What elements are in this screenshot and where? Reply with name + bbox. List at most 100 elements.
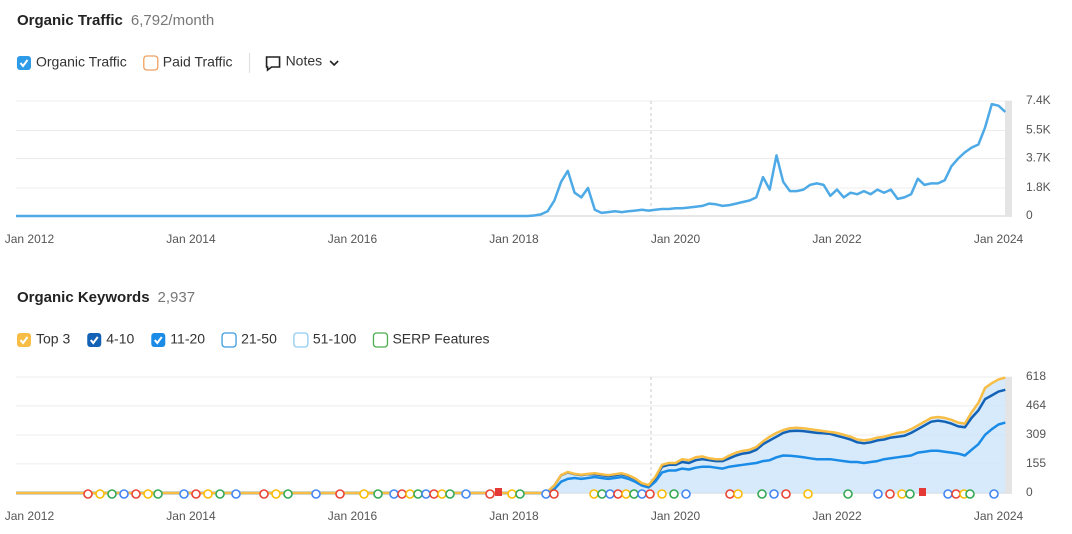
serp-icon — [437, 489, 447, 499]
serp-icon — [589, 489, 599, 499]
chart-subtitle: 6,792/month — [131, 12, 214, 29]
serp-icon — [445, 489, 455, 499]
serp-icon — [725, 489, 735, 499]
y-tick-label: 0 — [1026, 208, 1033, 222]
serp-icon — [373, 489, 383, 499]
serp-icon — [613, 489, 623, 499]
chevron[interactable] — [329, 60, 339, 67]
notes-icon[interactable] — [265, 56, 281, 72]
x-tick-label: Jan 2022 — [812, 232, 862, 246]
serp-icon — [143, 489, 153, 499]
flag-icon — [919, 488, 926, 496]
notes-button[interactable]: Notes — [286, 53, 323, 69]
serp-icon — [259, 489, 269, 499]
x-tick-label: Jan 2024 — [974, 509, 1024, 523]
serp-icon — [989, 489, 999, 499]
x-tick-label: Jan 2016 — [328, 232, 378, 246]
serp-icon — [769, 489, 779, 499]
traffic-line — [16, 102, 1007, 218]
legend-label[interactable]: 4-10 — [106, 331, 134, 347]
serp-icon — [781, 489, 791, 499]
y-tick-label: 0 — [1026, 485, 1033, 499]
checkbox[interactable] — [293, 332, 309, 348]
serp-icon — [131, 489, 141, 499]
y-tick-label: 3.7K — [1026, 151, 1051, 165]
keyword-line — [16, 421, 1006, 495]
checkmark[interactable] — [19, 336, 29, 345]
serp-icon — [107, 489, 117, 499]
serp-icon — [965, 489, 975, 499]
serp-icon — [179, 489, 189, 499]
serp-icon — [397, 489, 407, 499]
serp-icon — [885, 489, 895, 499]
checkbox[interactable] — [372, 332, 389, 348]
checkmark[interactable] — [154, 336, 163, 345]
serp-icon — [405, 489, 415, 499]
y-tick-label: 464 — [1026, 398, 1046, 412]
y-tick-label: 7.4K — [1026, 93, 1051, 107]
serp-icon — [515, 489, 525, 499]
serp-icon — [629, 489, 639, 499]
legend-label[interactable]: SERP Features — [392, 331, 489, 347]
serp-icon — [621, 489, 631, 499]
x-tick-label: Jan 2020 — [651, 232, 701, 246]
serp-icon — [873, 489, 883, 499]
x-tick-label: Jan 2024 — [974, 232, 1024, 246]
flag-icon — [495, 488, 502, 496]
x-tick-label: Jan 2016 — [328, 509, 378, 523]
x-tick-label: Jan 2014 — [166, 509, 216, 523]
x-tick-label: Jan 2018 — [489, 232, 539, 246]
legend-label[interactable]: Top 3 — [36, 331, 70, 347]
checkbox[interactable] — [221, 332, 237, 348]
serp-icon — [421, 489, 431, 499]
checkbox[interactable] — [17, 56, 31, 70]
serp-icon — [757, 489, 767, 499]
serp-icon — [943, 489, 953, 499]
serp-icon — [389, 489, 399, 499]
legend-label[interactable]: Organic Traffic — [36, 54, 127, 70]
legend-label[interactable]: 11-20 — [170, 331, 205, 347]
serp-icon — [605, 489, 615, 499]
x-tick-label: Jan 2022 — [812, 509, 862, 523]
serp-icon — [657, 489, 667, 499]
serp-icon — [95, 489, 105, 499]
serp-icon — [191, 489, 201, 499]
y-tick-label: 618 — [1026, 369, 1046, 383]
legend-label[interactable]: Paid Traffic — [163, 54, 233, 70]
serp-icon — [83, 489, 93, 499]
y-tick-label: 309 — [1026, 427, 1046, 441]
incomplete-period — [1005, 101, 1012, 216]
y-tick-label: 155 — [1026, 456, 1046, 470]
legend-label[interactable]: 51-100 — [313, 331, 357, 347]
serp-icon — [119, 489, 129, 499]
serp-icon — [485, 489, 495, 499]
serp-icon — [681, 489, 691, 499]
chart-title: Organic Traffic — [17, 12, 123, 29]
serp-icon — [897, 489, 907, 499]
serp-icon — [549, 489, 559, 499]
serp-icon — [413, 489, 423, 499]
checkmark[interactable] — [19, 59, 29, 68]
serp-icon — [803, 489, 813, 499]
serp-icon — [669, 489, 679, 499]
serp-icon — [429, 489, 439, 499]
y-tick-label: 1.8K — [1026, 180, 1051, 194]
x-tick-label: Jan 2012 — [5, 232, 55, 246]
serp-icon — [335, 489, 345, 499]
y-tick-label: 5.5K — [1026, 123, 1051, 137]
serp-icon — [153, 489, 163, 499]
x-tick-label: Jan 2014 — [166, 232, 216, 246]
legend-label[interactable]: 21-50 — [241, 331, 277, 347]
serp-icon — [637, 489, 647, 499]
serp-icon — [283, 489, 293, 499]
incomplete-period — [1005, 377, 1012, 493]
serp-icon — [843, 489, 853, 499]
serp-icon — [203, 489, 213, 499]
chart-title: Organic Keywords — [17, 289, 150, 306]
serp-icon — [541, 489, 551, 499]
serp-icon — [231, 489, 241, 499]
checkbox[interactable] — [143, 55, 159, 71]
checkmark[interactable] — [89, 336, 99, 345]
